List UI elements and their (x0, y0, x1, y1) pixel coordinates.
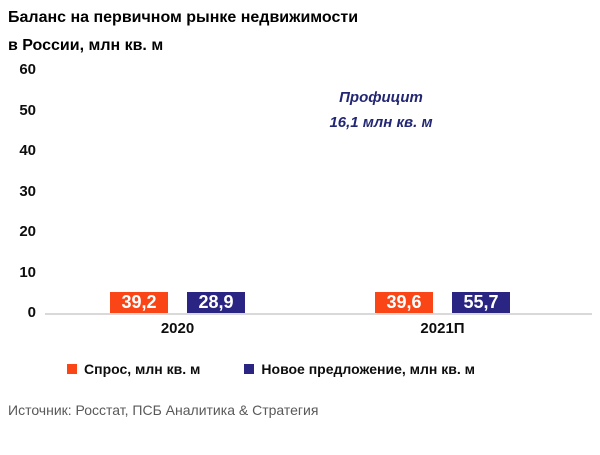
chart-title-line-2: в России, млн кв. м (8, 37, 164, 54)
y-tick-60: 60 (19, 61, 36, 78)
chart-title-line-1: Баланс на первичном рынке недвижимости (8, 9, 359, 26)
legend-label-demand: Спрос, млн кв. м (84, 361, 201, 377)
x-axis-label-2020: 2020 (160, 320, 195, 337)
demand-swatch-icon (67, 364, 77, 374)
bar-new-supply-2021П: 55,7 (452, 292, 510, 313)
bar-demand-2021П: 39,6 (375, 292, 433, 313)
bar-value-label: 28,9 (198, 292, 234, 312)
legend-item-demand: Спрос, млн кв. м (67, 361, 200, 377)
surplus-annotation: Профицит 16,1 млн кв. м (303, 85, 459, 135)
legend-label-new-supply: Новое предложение, млн кв. м (261, 361, 475, 377)
y-axis: 0 10 20 30 40 50 60 (0, 61, 36, 321)
surplus-annotation-line-2: 16,1 млн кв. м (329, 114, 433, 131)
y-tick-40: 40 (19, 142, 36, 160)
surplus-annotation-line-1: Профицит (339, 89, 423, 106)
source-note: Источник: Росстат, ПСБ Аналитика & Страт… (8, 402, 319, 418)
bar-demand-2020: 39,2 (110, 292, 168, 313)
legend: Спрос, млн кв. м Новое предложение, млн … (67, 361, 475, 377)
y-tick-10: 10 (19, 263, 36, 281)
legend-item-new-supply: Новое предложение, млн кв. м (244, 361, 475, 377)
bar-value-label: 55,7 (463, 292, 499, 312)
y-tick-20: 20 (19, 223, 36, 241)
plot-area: 39,2 28,9 2020 39,6 55,7 2021П (45, 70, 592, 337)
bar-new-supply-2020: 28,9 (187, 292, 245, 313)
y-tick-30: 30 (19, 182, 36, 200)
bar-group-2020: 39,2 28,9 (110, 292, 245, 313)
chart-title: Баланс на первичном рынке недвижимости в… (8, 4, 358, 60)
bar-value-label: 39,2 (121, 292, 157, 312)
x-axis-label-2021П: 2021П (420, 320, 465, 337)
y-tick-50: 50 (19, 101, 36, 119)
bar-value-label: 39,6 (386, 292, 422, 312)
new-supply-swatch-icon (244, 364, 255, 374)
y-tick-0: 0 (27, 304, 36, 321)
bar-group-2021П: 39,6 55,7 (375, 292, 510, 313)
